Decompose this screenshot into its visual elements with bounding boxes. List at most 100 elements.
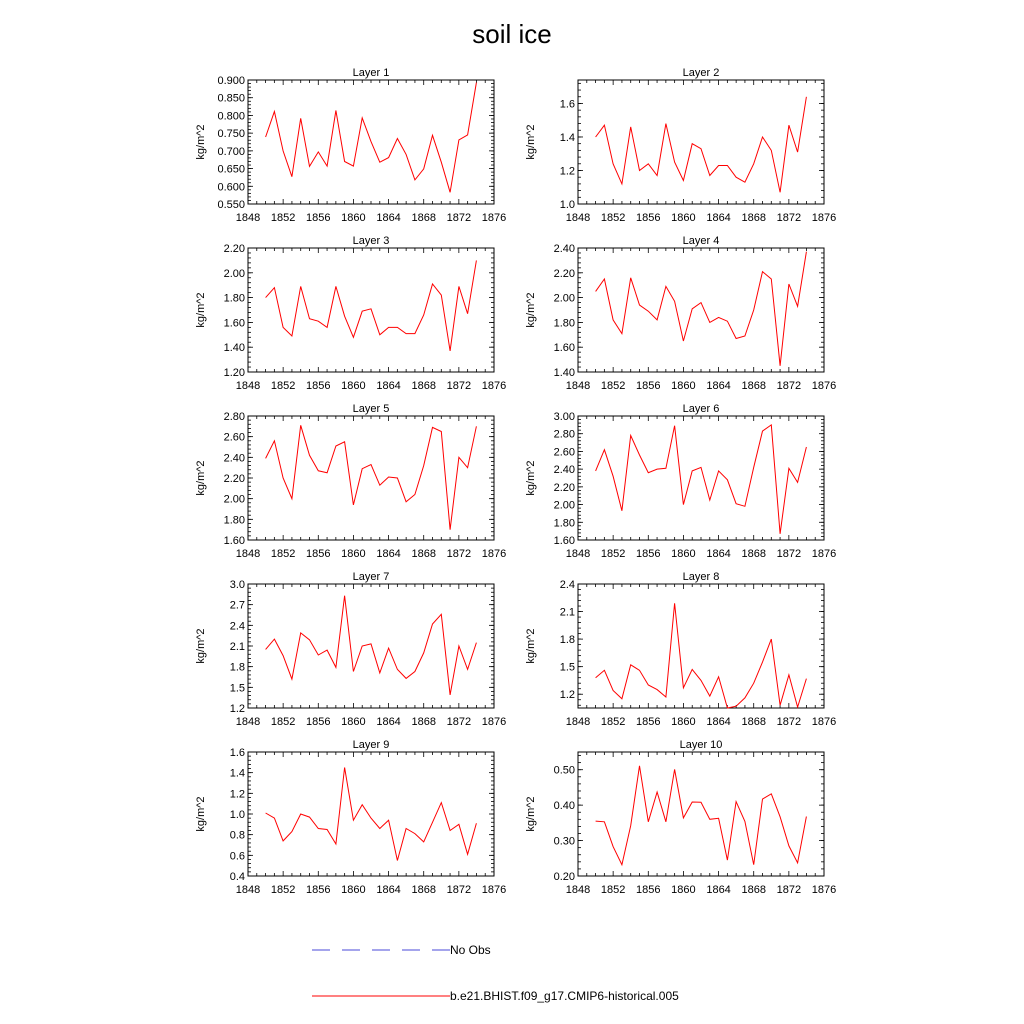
x-tick-label: 1860 <box>341 716 365 728</box>
x-tick-label: 1856 <box>636 716 660 728</box>
y-tick-label: 1.80 <box>554 317 575 329</box>
x-tick-label: 1872 <box>447 548 471 560</box>
x-tick-label: 1852 <box>271 212 295 224</box>
x-tick-label: 1852 <box>601 212 625 224</box>
plot-frame <box>577 751 825 877</box>
x-tick-label: 1872 <box>777 380 801 392</box>
x-tick-label: 1864 <box>706 548 730 560</box>
plot-frame <box>577 247 825 373</box>
x-tick-label: 1868 <box>411 212 435 224</box>
x-tick-label: 1868 <box>411 716 435 728</box>
y-tick-label: 0.700 <box>217 146 245 158</box>
y-tick-label: 2.60 <box>554 446 575 458</box>
y-axis-label: kg/m^2 <box>525 292 537 327</box>
y-tick-label: 0.50 <box>554 765 575 777</box>
panel-title: Layer 2 <box>683 67 720 79</box>
x-tick-label: 1876 <box>482 884 506 896</box>
y-tick-label: 2.00 <box>224 494 245 506</box>
y-tick-label: 2.4 <box>560 579 575 591</box>
plot-frame <box>577 583 825 709</box>
x-tick-label: 1852 <box>271 884 295 896</box>
y-axis-label: kg/m^2 <box>195 292 207 327</box>
y-tick-label: 1.2 <box>230 703 245 715</box>
y-tick-label: 1.20 <box>224 367 245 379</box>
x-tick-label: 1856 <box>306 548 330 560</box>
y-tick-label: 2.00 <box>554 500 575 512</box>
x-tick-label: 1876 <box>482 212 506 224</box>
panel-layer-5: Layer 5 1848 1852 1856 1860 1864 1868 1872 1876 1… <box>195 403 506 560</box>
panel-grid: Layer 1 1848 1852 1856 1860 1864 1868 1872 1876 0… <box>195 67 836 896</box>
y-tick-label: 2.80 <box>554 429 575 441</box>
y-tick-label: 1.80 <box>224 293 245 305</box>
series-line-model <box>595 251 807 366</box>
y-tick-label: 1.5 <box>230 682 245 694</box>
x-tick-label: 1852 <box>601 884 625 896</box>
x-tick-label: 1872 <box>447 380 471 392</box>
series-line-model <box>265 260 477 351</box>
y-tick-label: 1.0 <box>560 199 575 211</box>
y-tick-label: 1.60 <box>554 535 575 547</box>
y-tick-label: 2.60 <box>224 432 245 444</box>
x-tick-label: 1860 <box>671 548 695 560</box>
x-tick-label: 1868 <box>741 212 765 224</box>
x-tick-label: 1868 <box>741 884 765 896</box>
y-tick-label: 1.40 <box>224 342 245 354</box>
series-line-model <box>265 767 477 861</box>
y-tick-label: 0.8 <box>230 830 245 842</box>
panel-title: Layer 6 <box>683 403 720 415</box>
legend-no-obs-label: No Obs <box>450 943 491 957</box>
y-tick-label: 1.6 <box>560 98 575 110</box>
y-axis-label: kg/m^2 <box>525 460 537 495</box>
y-tick-label: 0.650 <box>217 164 245 176</box>
y-tick-label: 2.00 <box>224 268 245 280</box>
y-tick-label: 2.20 <box>554 268 575 280</box>
y-tick-label: 2.1 <box>230 641 245 653</box>
x-tick-label: 1872 <box>447 212 471 224</box>
x-tick-label: 1872 <box>777 716 801 728</box>
y-tick-label: 0.550 <box>217 199 245 211</box>
y-tick-label: 1.6 <box>230 747 245 759</box>
y-tick-label: 2.7 <box>230 600 245 612</box>
series-line-model <box>595 96 807 193</box>
y-tick-label: 2.20 <box>224 243 245 255</box>
panel-layer-4: Layer 4 1848 1852 1856 1860 1864 1868 1872 1876 1… <box>525 235 836 392</box>
y-tick-label: 1.4 <box>560 132 575 144</box>
panel-layer-6: Layer 6 1848 1852 1856 1860 1864 1868 1872 1876 1… <box>525 403 836 560</box>
y-tick-label: 1.0 <box>230 809 245 821</box>
x-tick-label: 1852 <box>601 548 625 560</box>
panel-layer-3: Layer 3 1848 1852 1856 1860 1864 1868 1872 1876 1… <box>195 235 506 392</box>
figure-title: soil ice <box>472 19 551 49</box>
x-tick-label: 1872 <box>777 548 801 560</box>
y-tick-label: 1.60 <box>224 317 245 329</box>
panel-title: Layer 9 <box>353 739 390 751</box>
x-tick-label: 1864 <box>376 716 400 728</box>
x-tick-label: 1856 <box>636 884 660 896</box>
series-line-model <box>265 82 477 193</box>
x-tick-label: 1852 <box>271 380 295 392</box>
y-tick-label: 2.40 <box>554 243 575 255</box>
y-tick-label: 1.60 <box>554 342 575 354</box>
x-tick-label: 1864 <box>706 380 730 392</box>
panel-title: Layer 4 <box>683 235 720 247</box>
y-tick-label: 1.80 <box>554 517 575 529</box>
plot-frame <box>247 583 495 709</box>
y-tick-label: 0.600 <box>217 181 245 193</box>
y-tick-label: 2.40 <box>554 464 575 476</box>
x-tick-label: 1864 <box>376 380 400 392</box>
x-tick-label: 1860 <box>671 716 695 728</box>
x-tick-label: 1864 <box>376 212 400 224</box>
x-tick-label: 1864 <box>376 548 400 560</box>
panel-layer-1: Layer 1 1848 1852 1856 1860 1864 1868 1872 1876 0… <box>195 67 506 224</box>
y-tick-label: 0.40 <box>554 800 575 812</box>
x-tick-label: 1876 <box>812 716 836 728</box>
panel-layer-7: Layer 7 1848 1852 1856 1860 1864 1868 1872 1876 1… <box>195 571 506 728</box>
y-tick-label: 3.00 <box>554 411 575 423</box>
x-tick-label: 1848 <box>236 380 260 392</box>
y-tick-label: 2.40 <box>224 452 245 464</box>
y-tick-label: 1.8 <box>230 662 245 674</box>
x-tick-label: 1864 <box>706 884 730 896</box>
x-tick-label: 1868 <box>411 380 435 392</box>
x-tick-label: 1856 <box>306 884 330 896</box>
x-tick-label: 1856 <box>636 212 660 224</box>
